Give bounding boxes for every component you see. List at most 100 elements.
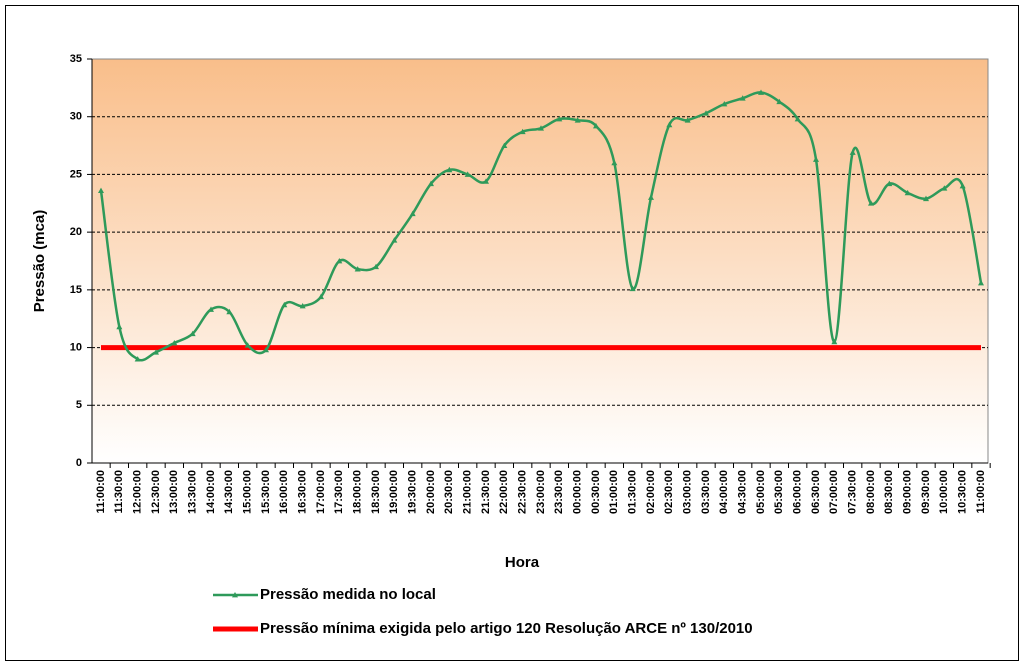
x-tick-label: 15:00:00	[242, 470, 254, 514]
y-tick-label: 25	[70, 168, 82, 180]
x-tick-label: 20:30:00	[443, 470, 455, 514]
point-marker	[428, 180, 434, 187]
x-tick-label: 10:00:00	[938, 470, 950, 514]
point-marker	[794, 116, 801, 122]
x-tick-label: 03:30:00	[700, 470, 712, 514]
x-tick-label: 07:00:00	[828, 470, 840, 514]
point-marker	[483, 178, 489, 184]
x-tick-label: 13:00:00	[168, 470, 180, 514]
point-marker	[208, 306, 214, 312]
point-marker	[831, 338, 838, 345]
point-marker	[959, 182, 966, 189]
point-marker	[739, 95, 746, 101]
legend-label: Pressão mínima exigida pelo artigo 120 R…	[260, 620, 753, 637]
point-marker	[538, 125, 544, 131]
point-marker	[391, 237, 398, 243]
x-tick-label: 16:00:00	[278, 470, 290, 514]
x-axis-title: Hora	[505, 554, 540, 571]
y-tick-label: 35	[70, 53, 82, 65]
x-tick-label: 09:30:00	[920, 470, 932, 514]
x-tick-label: 06:30:00	[810, 470, 822, 514]
x-tick-label: 12:30:00	[150, 470, 162, 514]
y-tick-label: 10	[70, 341, 82, 353]
x-tick-label: 06:00:00	[792, 470, 804, 514]
point-marker	[244, 342, 251, 348]
x-tick-label: 19:00:00	[388, 470, 400, 514]
point-marker	[629, 285, 636, 292]
x-tick-label: 22:00:00	[498, 470, 510, 514]
x-tick-label: 02:00:00	[645, 470, 657, 514]
point-marker	[134, 356, 141, 362]
x-tick-label: 21:30:00	[480, 470, 492, 514]
x-tick-label: 11:30:00	[113, 470, 125, 513]
x-tick-label: 12:00:00	[132, 470, 144, 514]
x-tick-label: 03:00:00	[682, 470, 694, 514]
point-marker	[868, 200, 874, 206]
point-marker	[98, 187, 104, 193]
point-marker	[336, 258, 343, 264]
x-tick-label: 17:30:00	[333, 470, 345, 514]
point-marker	[318, 293, 324, 300]
x-tick-label: 18:30:00	[370, 470, 382, 514]
point-marker	[941, 185, 948, 191]
point-marker	[703, 110, 709, 116]
point-marker	[556, 116, 563, 122]
x-tick-label: 10:30:00	[957, 470, 969, 514]
point-marker	[501, 142, 508, 148]
y-axis-title: Pressão (mca)	[31, 210, 48, 313]
point-marker	[189, 330, 196, 337]
point-marker	[519, 128, 526, 135]
x-tick-label: 14:30:00	[223, 470, 235, 514]
point-marker	[611, 159, 618, 166]
x-tick-label: 13:30:00	[187, 470, 199, 514]
point-marker	[721, 101, 728, 107]
y-tick-label: 30	[70, 111, 82, 123]
x-tick-label: 19:30:00	[407, 470, 419, 514]
point-marker	[354, 266, 361, 272]
x-tick-label: 09:00:00	[902, 470, 914, 514]
legend-label: Pressão medida no local	[260, 586, 436, 603]
legend-marker	[232, 592, 238, 598]
point-marker	[263, 346, 269, 353]
plot-area	[91, 58, 989, 464]
point-marker	[153, 349, 159, 355]
x-tick-label: 05:00:00	[755, 470, 767, 514]
x-tick-label: 01:30:00	[627, 470, 639, 514]
x-tick-label: 02:30:00	[663, 470, 675, 514]
y-tick-label: 15	[70, 284, 82, 296]
point-marker	[171, 339, 178, 346]
point-marker	[409, 210, 416, 217]
x-tick-label: 01:00:00	[608, 470, 620, 514]
point-marker	[666, 121, 673, 128]
point-marker	[776, 98, 783, 105]
point-marker	[593, 122, 599, 129]
y-tick-label: 0	[76, 457, 82, 469]
x-tick-label: 00:30:00	[590, 470, 602, 514]
point-marker	[849, 149, 856, 155]
x-tick-label: 07:30:00	[847, 470, 859, 514]
x-tick-label: 00:00:00	[572, 470, 584, 514]
x-tick-label: 17:00:00	[315, 470, 327, 514]
x-tick-label: 16:30:00	[297, 470, 309, 514]
y-tick-label: 5	[76, 399, 82, 411]
point-marker	[446, 166, 453, 173]
x-tick-label: 08:30:00	[883, 470, 895, 514]
x-tick-label: 08:00:00	[865, 470, 877, 514]
x-tick-label: 05:30:00	[773, 470, 785, 514]
point-marker	[758, 89, 764, 95]
point-marker	[648, 194, 654, 200]
x-tick-label: 21:00:00	[462, 470, 474, 514]
point-marker	[886, 180, 893, 187]
y-tick-label: 20	[70, 226, 82, 238]
point-marker	[813, 156, 819, 162]
x-tick-label: 22:30:00	[517, 470, 529, 514]
x-tick-label: 23:00:00	[535, 470, 547, 514]
x-tick-label: 11:00:00	[95, 470, 107, 513]
x-tick-label: 04:00:00	[718, 470, 730, 514]
point-marker	[116, 323, 123, 330]
point-marker	[978, 279, 984, 286]
x-tick-label: 18:00:00	[352, 470, 364, 514]
x-tick-label: 11:00:00	[975, 470, 987, 513]
